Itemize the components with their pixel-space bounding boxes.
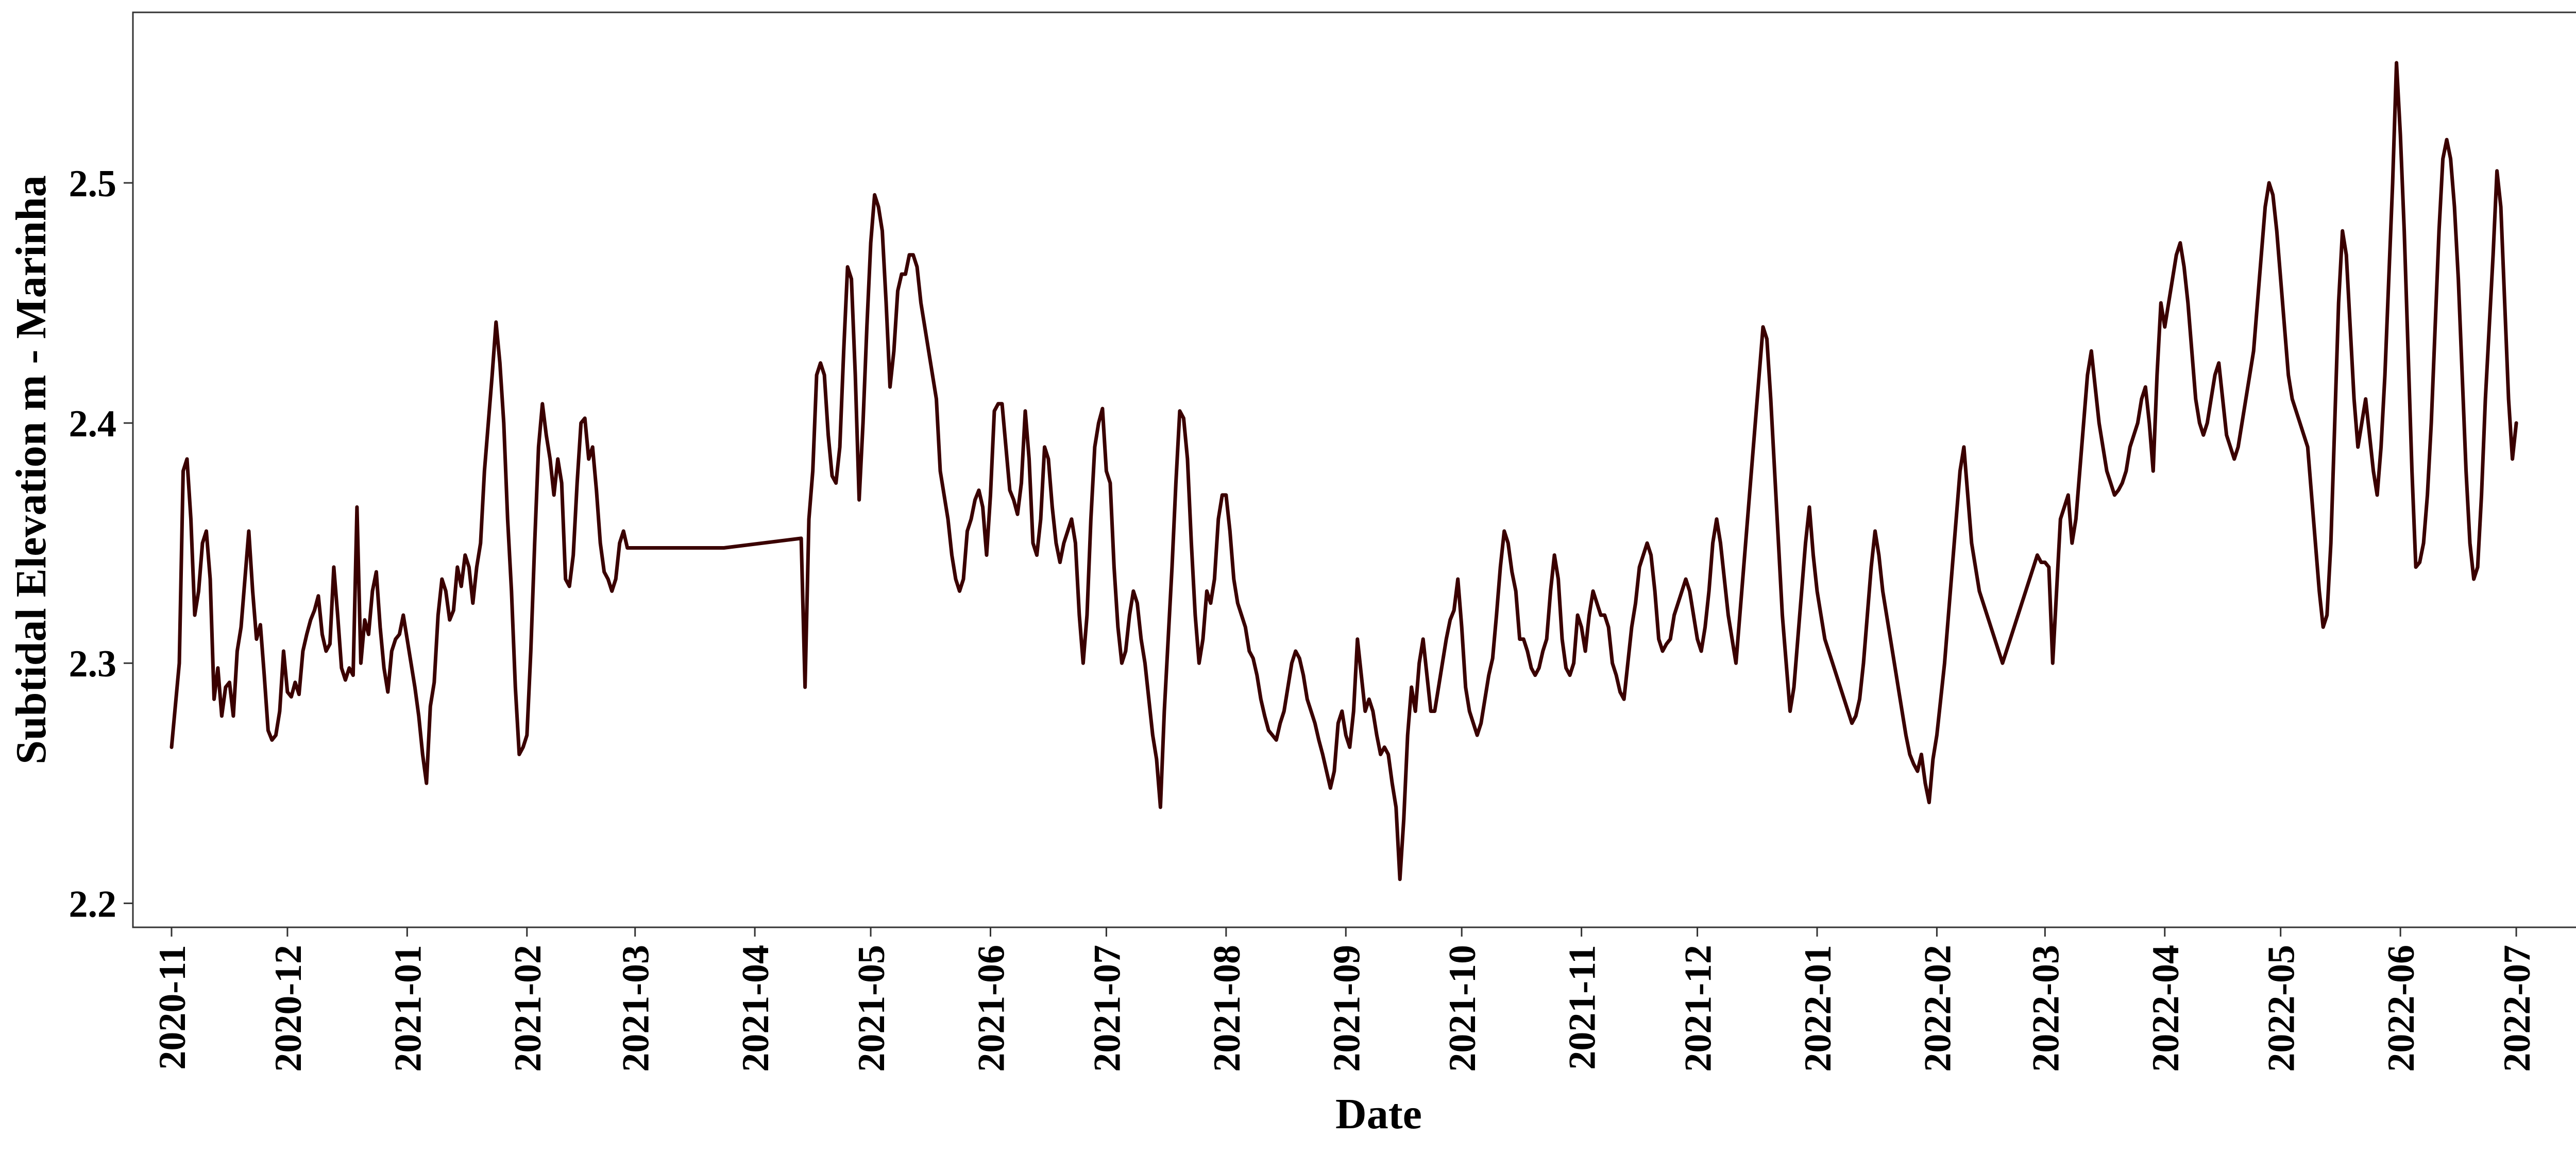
y-tick-label: 2.2: [69, 883, 117, 925]
y-tick-label: 2.4: [69, 403, 117, 445]
x-tick-label: 2022-01: [1797, 945, 1839, 1072]
x-tick-label: 2020-11: [151, 945, 194, 1070]
y-axis-title: Subtidal Elevation m - Marinha: [7, 175, 55, 764]
x-tick-label: 2021-09: [1326, 945, 1368, 1072]
x-tick-label: 2021-03: [615, 945, 657, 1072]
x-tick-label: 2021-12: [1677, 945, 1720, 1072]
x-tick-label: 2022-05: [2261, 945, 2303, 1072]
plot-area-frame: [132, 11, 2576, 928]
x-tick-label: 2021-08: [1206, 945, 1248, 1072]
x-tick-label: 2022-02: [1917, 945, 1959, 1072]
x-tick-label: 2021-06: [970, 945, 1012, 1072]
x-tick-label: 2022-03: [2025, 945, 2067, 1072]
x-tick-label: 2021-01: [387, 945, 429, 1072]
x-tick-label: 2021-05: [851, 945, 893, 1072]
x-tick-label: 2021-02: [507, 945, 549, 1072]
series-line: [170, 61, 2518, 881]
x-tick-label: 2021-07: [1086, 945, 1128, 1072]
x-tick-label: 2022-04: [2145, 945, 2187, 1072]
y-tick-label: 2.3: [69, 643, 117, 685]
x-tick-label: 2021-04: [735, 945, 777, 1072]
x-tick-label: 2020-12: [267, 945, 310, 1072]
y-axis: 2.2 2.3 2.4 2.5: [69, 163, 133, 925]
y-tick-label: 2.5: [69, 163, 117, 205]
x-tick-label: 2022-07: [2496, 945, 2538, 1072]
x-axis: 2020-11 2020-12 2021-01 2021-02 2021-03 2021-…: [151, 927, 2538, 1072]
x-axis-title: Date: [1335, 1090, 1422, 1138]
x-tick-label: 2021-10: [1442, 945, 1484, 1072]
x-tick-label: 2021-11: [1562, 945, 1604, 1070]
x-tick-label: 2022-06: [2380, 945, 2422, 1072]
